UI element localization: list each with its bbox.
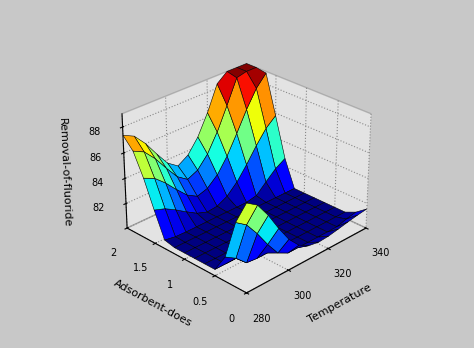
Y-axis label: Adsorbent-does: Adsorbent-does	[112, 278, 194, 329]
X-axis label: Temperature: Temperature	[307, 282, 374, 325]
